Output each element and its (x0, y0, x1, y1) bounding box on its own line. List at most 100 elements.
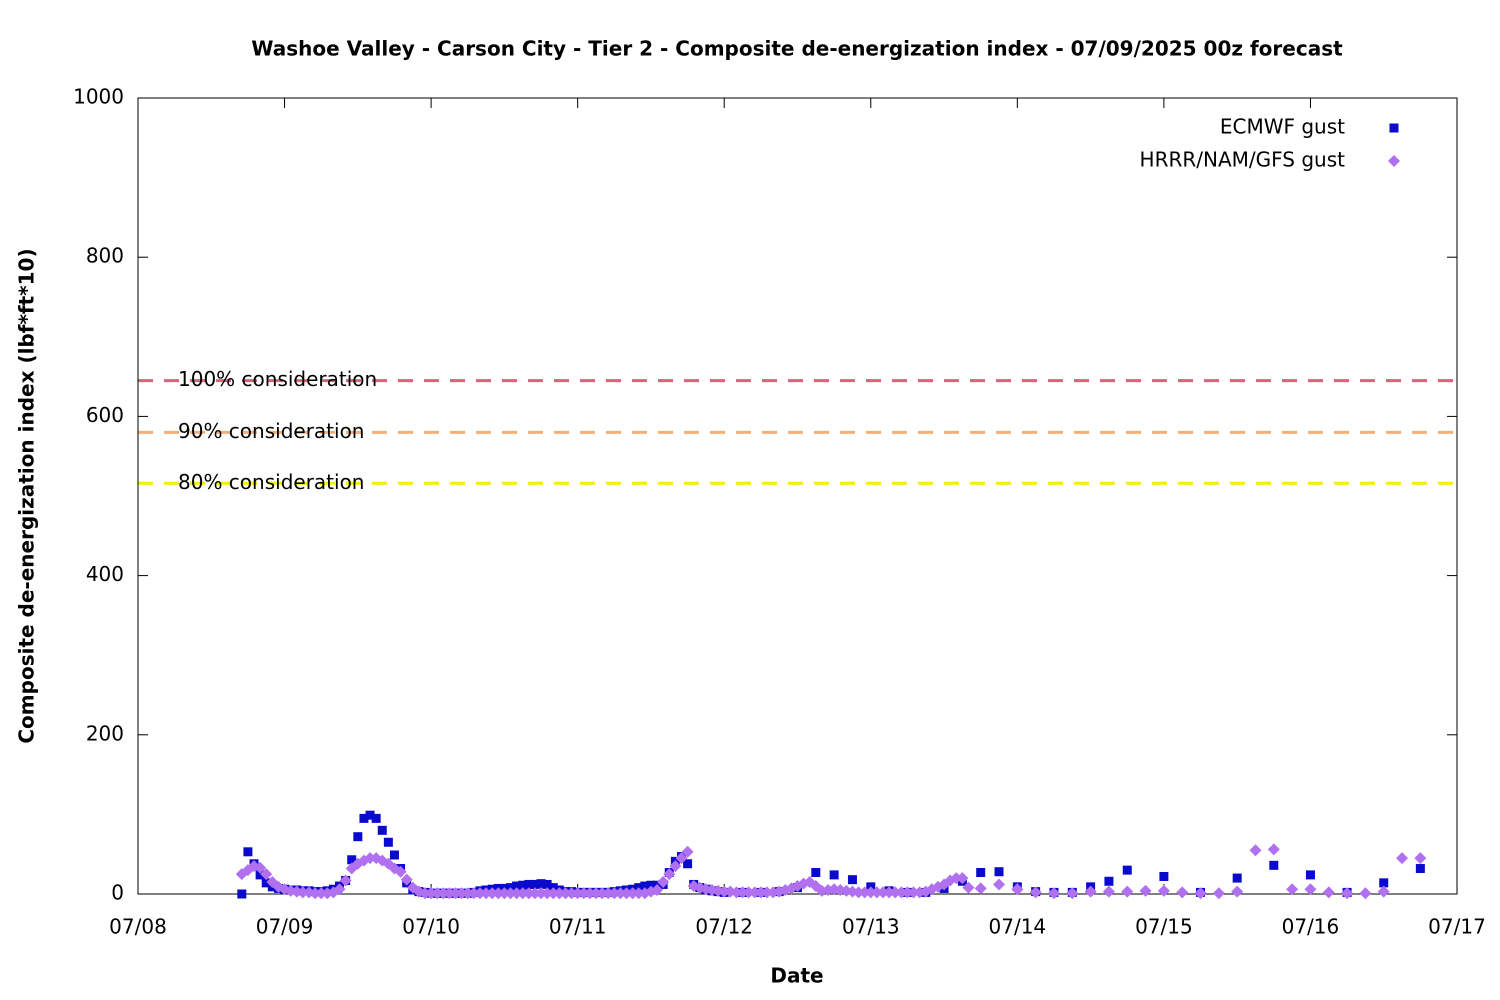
point (1231, 885, 1244, 898)
point (535, 887, 548, 900)
legend-label: HRRR/NAM/GFS gust (1140, 148, 1346, 172)
point (1102, 885, 1115, 898)
point (359, 813, 369, 823)
point (907, 886, 920, 899)
point (518, 880, 528, 890)
point (1414, 852, 1427, 865)
point (1121, 885, 1134, 898)
point (461, 887, 474, 900)
point (536, 879, 546, 889)
point (614, 887, 627, 900)
point (296, 886, 309, 899)
point (602, 887, 615, 900)
point (541, 887, 554, 900)
point (583, 887, 596, 900)
point (1269, 860, 1279, 870)
point (994, 867, 1004, 877)
point (1084, 885, 1097, 898)
point (651, 884, 664, 897)
point (255, 870, 265, 880)
point (1341, 887, 1354, 900)
point (626, 887, 639, 900)
legend-label: ECMWF gust (1220, 115, 1345, 139)
point (632, 887, 645, 900)
point (449, 887, 462, 900)
point (1029, 886, 1042, 899)
point (542, 879, 552, 889)
x-axis-label: Date (770, 964, 823, 988)
point (663, 868, 676, 881)
plot-frame (137, 97, 1458, 895)
point (876, 886, 889, 899)
point (1157, 884, 1170, 897)
x-tick-label: 07/11 (549, 915, 607, 939)
point (353, 832, 363, 842)
point (577, 887, 590, 900)
point (657, 876, 670, 889)
point (1396, 852, 1409, 865)
point (498, 887, 511, 900)
point (1232, 873, 1242, 883)
legend-marker (1388, 155, 1400, 167)
x-tick-label: 07/10 (402, 915, 460, 939)
point (829, 870, 839, 880)
point (400, 873, 413, 886)
point (736, 886, 749, 899)
point (718, 885, 731, 898)
y-axis-label: Composite de-energization index (lbf*ft*… (15, 248, 39, 743)
point (669, 860, 682, 873)
point (870, 886, 883, 899)
point (620, 887, 633, 900)
point (730, 886, 743, 899)
point (608, 887, 621, 900)
y-tick-label: 1000 (73, 85, 124, 109)
point (443, 887, 456, 900)
threshold-label: 100% consideration (178, 367, 377, 391)
point (419, 887, 432, 900)
point (681, 845, 694, 858)
point (901, 886, 914, 899)
point (559, 887, 572, 900)
point (1047, 887, 1060, 900)
point (1322, 886, 1335, 899)
point (371, 813, 381, 823)
point (394, 865, 407, 878)
point (1359, 887, 1372, 900)
point (1286, 883, 1299, 896)
point (254, 861, 267, 874)
point (956, 872, 969, 885)
point (864, 886, 877, 899)
point (742, 886, 755, 899)
point (760, 886, 773, 899)
point (365, 810, 375, 820)
point (524, 879, 534, 889)
point (389, 850, 399, 860)
point (1194, 887, 1207, 900)
x-tick-label: 07/17 (1428, 915, 1486, 939)
point (455, 887, 468, 900)
chart-title: Washoe Valley - Carson City - Tier 2 - C… (251, 37, 1343, 61)
point (504, 887, 517, 900)
x-tick-label: 07/12 (695, 915, 753, 939)
x-tick-label: 07/15 (1135, 915, 1193, 939)
point (1066, 887, 1079, 900)
x-tick-label: 07/08 (109, 915, 167, 939)
point (473, 887, 486, 900)
point (467, 887, 480, 900)
point (847, 875, 857, 885)
point (646, 880, 656, 890)
point (553, 887, 566, 900)
point (858, 886, 871, 899)
x-tick-label: 07/09 (256, 915, 314, 939)
threshold-label: 80% consideration (178, 470, 364, 494)
point (683, 859, 693, 869)
point (962, 881, 975, 894)
point (993, 878, 1006, 891)
point (248, 860, 261, 873)
x-tick-label: 07/14 (989, 915, 1047, 939)
point (315, 887, 328, 900)
point (1415, 864, 1425, 874)
point (1304, 883, 1317, 896)
